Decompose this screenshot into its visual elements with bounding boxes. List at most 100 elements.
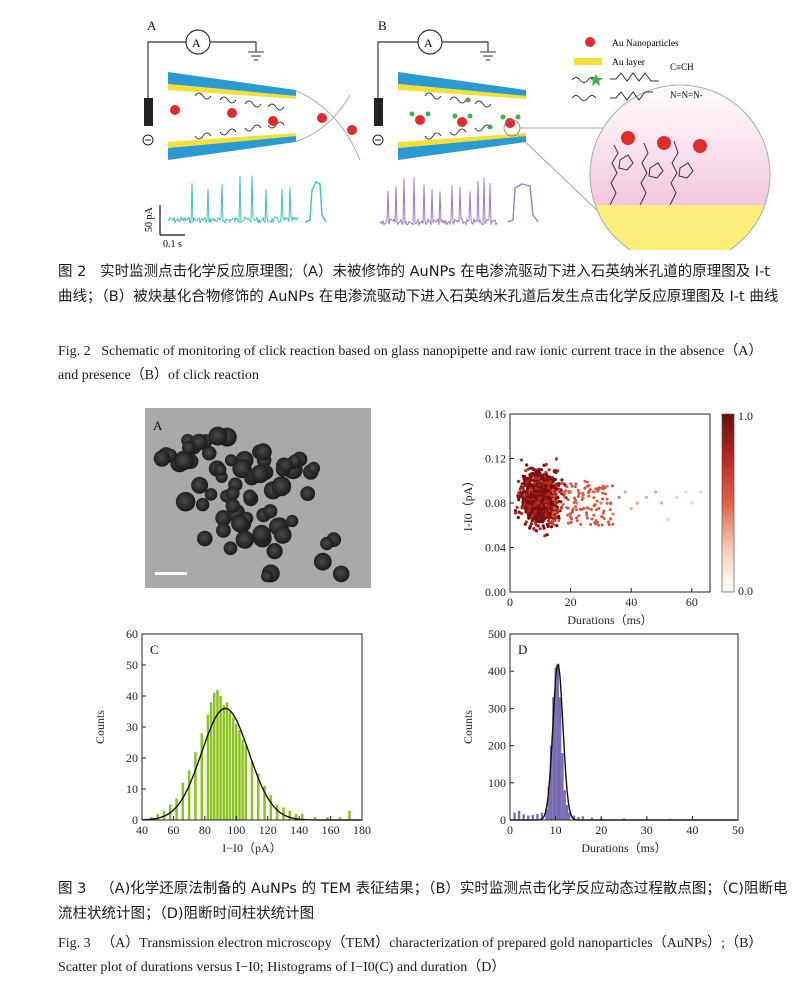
scatter-point bbox=[575, 508, 578, 512]
nanoparticle bbox=[320, 536, 334, 551]
scatter-point bbox=[557, 488, 561, 492]
histogram-bar bbox=[162, 810, 166, 820]
histogram-bar bbox=[282, 807, 285, 820]
nanoparticle bbox=[243, 489, 257, 504]
scatter-point bbox=[560, 481, 564, 485]
scatter-point bbox=[544, 462, 548, 467]
x-tick-label: 20 bbox=[565, 595, 577, 609]
histogram-bar bbox=[549, 745, 553, 820]
histogram-duration: 0 10 20 30 40 500100200300400500Durations（ms）… bbox=[461, 628, 744, 855]
x-tick-label: 0 bbox=[507, 823, 513, 837]
nanoparticle bbox=[225, 498, 240, 513]
scatter-point bbox=[699, 490, 703, 494]
nanoparticle bbox=[196, 497, 210, 512]
nanoparticle bbox=[232, 458, 252, 479]
scatter-point bbox=[605, 484, 609, 488]
colorbar bbox=[721, 413, 735, 593]
histogram-bar bbox=[518, 810, 521, 820]
scatter-point bbox=[531, 517, 535, 521]
scatter-point bbox=[544, 480, 548, 484]
histogram-bar bbox=[269, 795, 273, 820]
scatter-point bbox=[600, 523, 604, 527]
scatter-point bbox=[569, 490, 573, 494]
scatter-point bbox=[538, 513, 542, 518]
histogram-bar bbox=[241, 739, 244, 820]
y-tick-label: 20 bbox=[126, 751, 138, 765]
histogram-bar bbox=[536, 814, 539, 820]
scatter-point bbox=[529, 495, 534, 499]
scatter-point bbox=[533, 521, 537, 525]
histogram-bar bbox=[527, 815, 530, 820]
scatter-point bbox=[542, 526, 546, 530]
scatter-point bbox=[541, 495, 546, 499]
scatter-point bbox=[589, 523, 593, 526]
legend-nanoparticle-icon bbox=[585, 37, 595, 47]
histogram-bar bbox=[150, 816, 153, 820]
scatter-point bbox=[595, 508, 598, 512]
scatter-point bbox=[560, 505, 564, 509]
histogram-bar bbox=[235, 723, 238, 820]
scatter-point bbox=[561, 503, 565, 506]
nanoparticle bbox=[208, 426, 228, 446]
scatter-point bbox=[570, 509, 574, 513]
nanoparticle bbox=[307, 461, 321, 475]
scatter-point bbox=[513, 509, 518, 513]
scatter-point bbox=[586, 516, 589, 520]
scatter-point bbox=[536, 472, 540, 476]
scatter-point bbox=[555, 524, 559, 528]
scatter-point bbox=[565, 485, 569, 489]
histogram-bar bbox=[294, 813, 298, 820]
scatter-point bbox=[581, 495, 585, 499]
colorbar-max-label: 1.0 bbox=[738, 409, 753, 423]
y-tick-label: 30 bbox=[126, 720, 138, 734]
y-tick-label: 10 bbox=[126, 782, 138, 796]
scatter-point bbox=[574, 505, 577, 509]
scatter-point bbox=[546, 495, 550, 499]
scatter-point bbox=[566, 521, 570, 525]
y-tick-label: 40 bbox=[126, 689, 138, 703]
scatter-point bbox=[568, 512, 572, 516]
scatter-point bbox=[538, 520, 543, 524]
scatter-point bbox=[561, 490, 565, 494]
histogram-bar bbox=[301, 813, 304, 820]
scatter-point bbox=[583, 486, 587, 490]
scatter-point bbox=[554, 457, 558, 461]
tem-panel-label: A bbox=[153, 418, 163, 433]
scatter-point bbox=[540, 499, 545, 503]
y-tick-label: 300 bbox=[488, 701, 506, 715]
legend-alkyne: C≡CH bbox=[670, 62, 694, 72]
scatter-point bbox=[566, 498, 570, 502]
current-trace-a bbox=[167, 175, 327, 225]
histogram-bar bbox=[225, 702, 229, 820]
scatter-point bbox=[547, 475, 551, 479]
scatter-point bbox=[537, 467, 541, 471]
x-tick-label: 40 bbox=[686, 823, 698, 837]
minus-sign-a bbox=[142, 134, 154, 146]
scatter-point bbox=[524, 469, 528, 473]
x-tick-label: 100 bbox=[227, 823, 245, 837]
nanoparticle bbox=[214, 463, 227, 476]
y-tick-label: 0 bbox=[132, 813, 138, 827]
y-tick-label: 60 bbox=[126, 628, 138, 641]
scatter-point bbox=[528, 526, 532, 530]
scatter-point bbox=[547, 492, 551, 496]
scatter-point bbox=[522, 477, 526, 481]
histogram-bar bbox=[563, 790, 566, 820]
scatter-point bbox=[540, 486, 544, 490]
scatter-point bbox=[559, 500, 563, 504]
fig2-cn-label: 图 2 bbox=[58, 264, 87, 280]
scatter-point bbox=[523, 522, 527, 526]
scatter-point bbox=[549, 494, 554, 498]
fig2-en-text: Schematic of monitoring of click reactio… bbox=[58, 344, 763, 383]
x-tick-label: 160 bbox=[322, 823, 340, 837]
nanoparticle bbox=[286, 514, 299, 528]
nanoparticle bbox=[235, 530, 254, 549]
scatter-point bbox=[563, 495, 567, 499]
scatter-point bbox=[519, 458, 523, 462]
scatter-point bbox=[544, 470, 548, 475]
histogram-bar bbox=[568, 812, 571, 820]
nanoparticle bbox=[153, 450, 171, 467]
scatter-point bbox=[533, 481, 537, 485]
scatter-point bbox=[653, 490, 658, 494]
scatter-point bbox=[529, 488, 534, 492]
